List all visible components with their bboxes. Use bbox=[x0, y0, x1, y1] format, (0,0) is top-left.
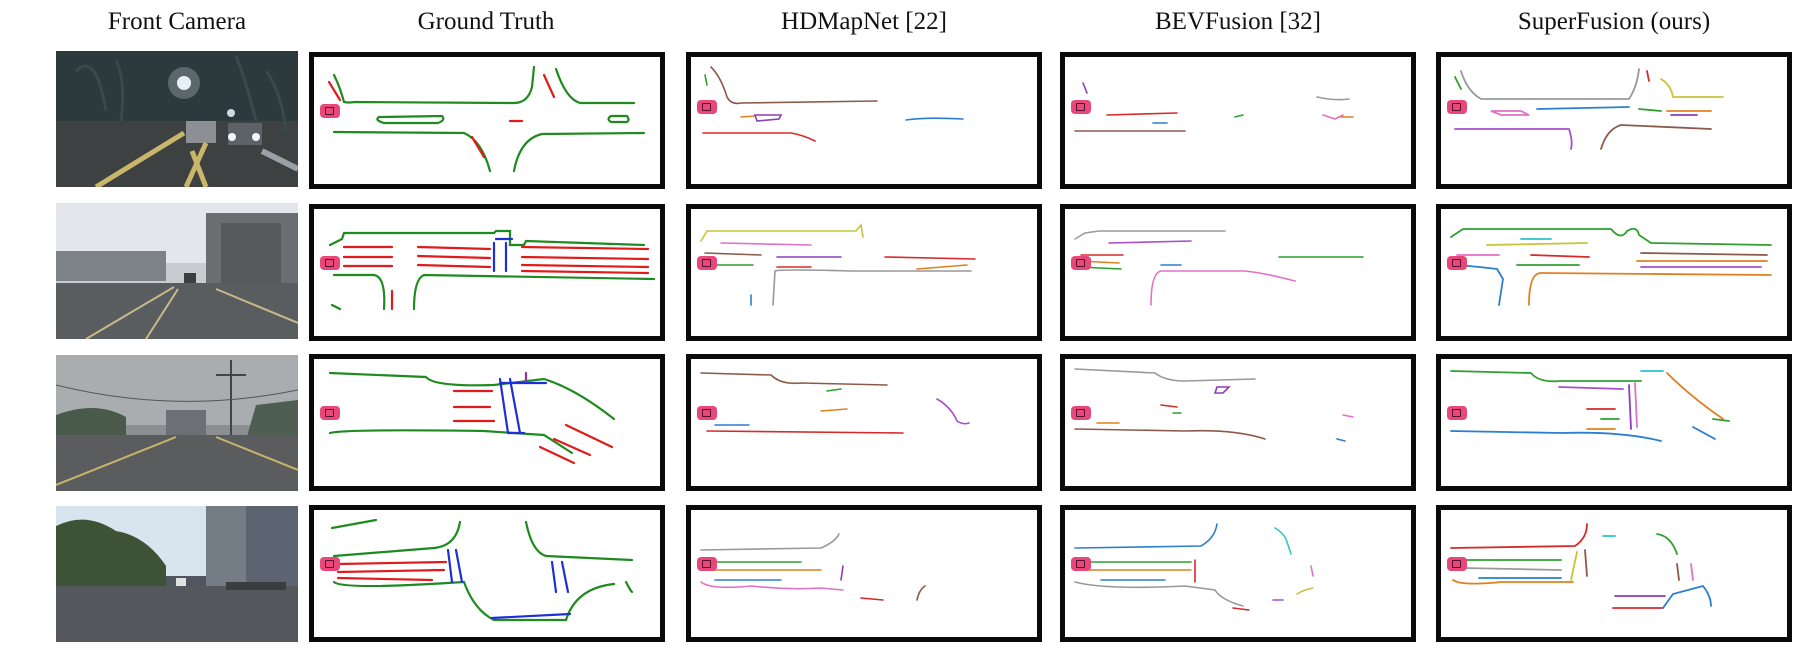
bevfusion-map-row-2 bbox=[1060, 204, 1416, 341]
bevfusion-map-row-4 bbox=[1060, 505, 1416, 642]
camera-image-row-1 bbox=[56, 51, 298, 187]
header-front-camera: Front Camera bbox=[107, 8, 247, 35]
hdmapnet-map-row-1 bbox=[686, 52, 1042, 189]
bevfusion-map-row-3 bbox=[1060, 354, 1416, 491]
gt-map-row-1 bbox=[309, 52, 665, 189]
camera-image-row-4 bbox=[56, 506, 298, 642]
header-superfusion: SuperFusion (ours) bbox=[1517, 8, 1711, 35]
ego-vehicle-icon bbox=[320, 406, 340, 420]
ego-vehicle-icon bbox=[320, 104, 340, 118]
hdmapnet-map-row-4 bbox=[686, 505, 1042, 642]
ego-vehicle-icon bbox=[1447, 100, 1467, 114]
camera-image-row-2 bbox=[56, 203, 298, 339]
header-ground-truth: Ground Truth bbox=[417, 8, 555, 35]
gt-map-row-2 bbox=[309, 204, 665, 341]
ego-vehicle-icon bbox=[1447, 557, 1467, 571]
ego-vehicle-icon bbox=[1071, 256, 1091, 270]
ego-vehicle-icon bbox=[320, 256, 340, 270]
superfusion-map-row-2 bbox=[1436, 204, 1792, 341]
ego-vehicle-icon bbox=[1071, 406, 1091, 420]
ego-vehicle-icon bbox=[1071, 100, 1091, 114]
hdmapnet-map-row-2 bbox=[686, 204, 1042, 341]
ego-vehicle-icon bbox=[697, 100, 717, 114]
ego-vehicle-icon bbox=[1071, 557, 1091, 571]
ego-vehicle-icon bbox=[1447, 256, 1467, 270]
gt-map-row-3 bbox=[309, 354, 665, 491]
ego-vehicle-icon bbox=[697, 256, 717, 270]
ego-vehicle-icon bbox=[320, 557, 340, 571]
hdmapnet-map-row-3 bbox=[686, 354, 1042, 491]
ego-vehicle-icon bbox=[697, 557, 717, 571]
header-bevfusion: BEVFusion [32] bbox=[1155, 8, 1321, 35]
bevfusion-map-row-1 bbox=[1060, 52, 1416, 189]
header-hdmapnet: HDMapNet [22] bbox=[781, 8, 947, 35]
ego-vehicle-icon bbox=[1447, 406, 1467, 420]
ego-vehicle-icon bbox=[697, 406, 717, 420]
superfusion-map-row-1 bbox=[1436, 52, 1792, 189]
superfusion-map-row-3 bbox=[1436, 354, 1792, 491]
superfusion-map-row-4 bbox=[1436, 505, 1792, 642]
camera-image-row-3 bbox=[56, 355, 298, 491]
gt-map-row-4 bbox=[309, 505, 665, 642]
